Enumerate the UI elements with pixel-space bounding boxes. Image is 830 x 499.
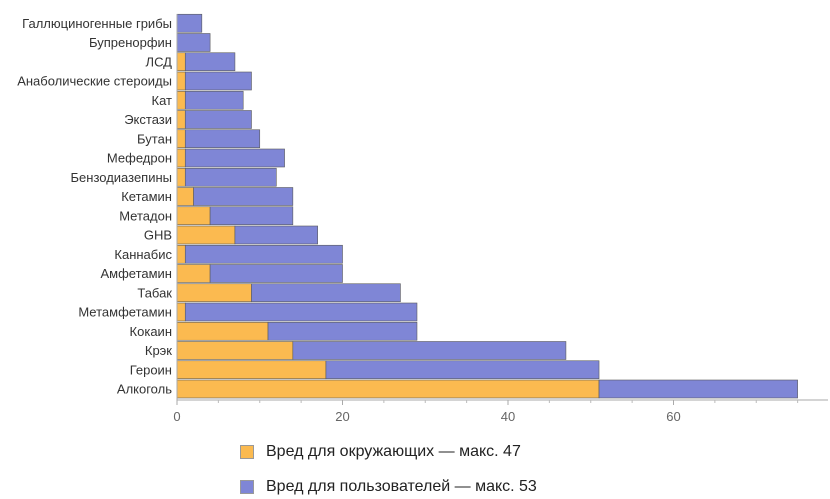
bar-others-8 [176,225,236,245]
bar-users-7 [184,244,343,264]
x-tick-label: 60 [666,409,680,424]
legend-label-others: Вред для окружающих — макс. 47 [266,443,521,460]
category-label: GHB [144,228,172,243]
bar-users-10 [193,187,294,206]
legend-item-others: Вред для окружающих — макс. 47 [240,440,700,464]
category-label: Героин [130,362,172,377]
bar-users-13 [184,129,261,149]
bar-users-0 [598,379,798,399]
bar-others-6 [176,264,211,283]
bar-users-18 [176,33,211,52]
category-label: Кокаин [130,324,172,339]
category-labels: Алкоголь Героин Крэк Кокаин Метамфетамин Таба… [17,16,172,397]
category-label: Кат [152,93,173,108]
bar-others-14 [176,110,186,129]
legend-label-users: Вред для пользователей — макс. 53 [266,478,537,495]
x-axis: 0 20 40 60 [173,14,828,424]
legend-item-users: Вред для пользователей — макс. 53 [240,475,700,499]
bar-users-6 [209,264,343,283]
category-label: Метамфетамин [78,305,172,320]
bar-others-13 [176,129,186,149]
category-label: Анаболические стероиды [17,74,172,89]
bar-others-11 [176,167,186,187]
category-label: Крэк [145,343,172,358]
bar-others-9 [176,206,211,226]
category-label: Бутан [137,131,172,146]
x-tick-label: 20 [335,409,349,424]
x-tick-label: 40 [501,409,515,424]
category-label: Мефедрон [107,151,172,166]
category-label: Бупренорфин [89,35,172,50]
bar-users-2 [292,341,567,360]
bar-others-3 [176,321,269,341]
bar-others-2 [176,341,294,360]
bar-others-4 [176,302,186,322]
x-tick-label: 0 [173,409,180,424]
bar-others-16 [176,71,186,91]
category-label: Кетамин [121,189,172,204]
bar-others-1 [176,360,327,380]
bar-users-19 [176,13,203,33]
category-label: Экстази [124,112,172,127]
bar-users-12 [184,148,285,168]
bar-others-0 [176,379,600,399]
bar-users-17 [184,52,236,72]
category-label: Алкоголь [117,382,172,397]
bar-others-15 [176,90,186,110]
bar-users-3 [267,321,418,341]
bar-users-16 [184,71,252,91]
category-label: Амфетамин [100,266,172,281]
bar-others-17 [176,52,186,72]
bar-chart: Алкоголь Героин Крэк Кокаин Метамфетамин Таба… [17,13,828,424]
category-label: Каннабис [114,247,172,262]
bar-others-10 [176,187,194,206]
category-label: Бензодиазепины [71,170,173,185]
category-label: Галлюциногенные грибы [22,16,172,31]
bar-users-8 [234,225,318,245]
bar-others-5 [176,283,252,303]
bar-users-4 [184,302,418,322]
legend-swatch-others [240,445,254,459]
bar-users-9 [209,206,294,226]
category-label: ЛСД [146,54,173,69]
bar-users-15 [184,90,244,110]
category-label: Метадон [119,208,172,223]
bar-users-1 [325,360,600,380]
bars-layer [176,13,798,399]
legend-swatch-users [240,480,254,494]
bar-users-11 [184,167,277,187]
bar-others-7 [176,244,186,264]
bar-others-12 [176,148,186,168]
category-label: Табак [137,285,172,300]
bar-users-5 [251,283,401,303]
bar-users-14 [184,110,252,129]
